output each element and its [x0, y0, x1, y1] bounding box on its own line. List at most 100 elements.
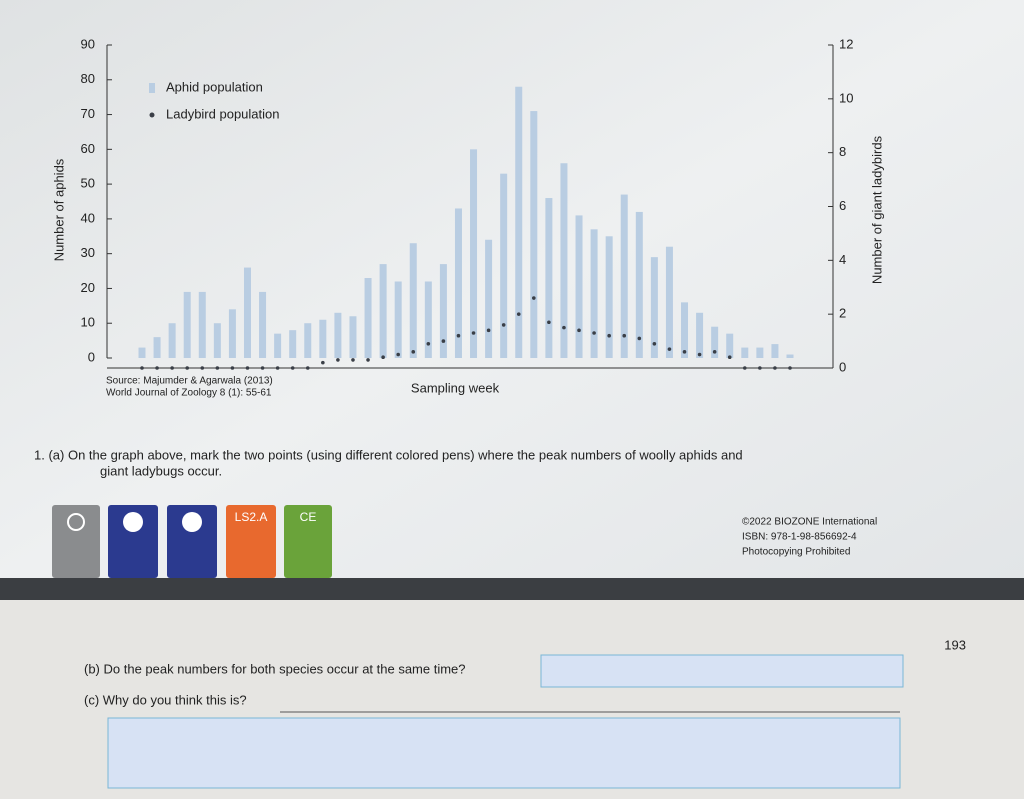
bar — [711, 326, 719, 358]
bar — [696, 312, 704, 358]
bar — [424, 281, 432, 358]
bar — [530, 111, 538, 358]
point — [321, 360, 325, 365]
x-axis-label: Sampling week — [411, 380, 500, 395]
point — [411, 350, 416, 354]
y-tick-label: 60 — [81, 141, 95, 156]
badge — [226, 505, 276, 578]
point — [562, 325, 566, 330]
source: Source: Majumder & Agarwala (2013) — [106, 376, 273, 387]
y2-tick-label: 8 — [839, 144, 846, 159]
y2-tick-label: 2 — [839, 306, 846, 321]
source: World Journal of Zoology 8 (1): 55-61 — [106, 388, 272, 399]
bar — [379, 264, 387, 358]
bar — [439, 264, 447, 358]
point — [471, 331, 476, 335]
y-tick-label: 20 — [81, 280, 95, 295]
bar — [756, 347, 764, 358]
bar — [213, 323, 221, 358]
icon — [123, 512, 143, 532]
point — [426, 341, 431, 346]
bar — [274, 333, 282, 358]
bar — [183, 291, 191, 358]
point — [652, 341, 657, 346]
icon-badge — [52, 505, 100, 578]
point — [742, 366, 747, 370]
y-tick-label: 30 — [81, 245, 95, 260]
badge — [284, 505, 332, 578]
point — [607, 333, 611, 338]
icon — [182, 512, 202, 532]
bar — [304, 323, 312, 358]
bar — [138, 347, 146, 358]
upper-page — [0, 0, 1024, 582]
point — [637, 336, 642, 341]
bar — [681, 302, 689, 358]
bar — [243, 267, 251, 358]
isbn: ISBN: 978-1-98-856692-4 — [742, 532, 857, 543]
bar — [620, 194, 628, 358]
bar — [590, 229, 598, 358]
point — [773, 366, 777, 370]
bar — [334, 312, 342, 358]
point — [200, 366, 205, 370]
notice: Photocopying Prohibited — [742, 547, 850, 558]
point — [592, 331, 596, 335]
bar — [635, 211, 643, 358]
point — [758, 366, 762, 370]
badge-label: CE — [300, 510, 317, 524]
question-text: (b) Do the peak numbers for both species… — [84, 661, 466, 676]
y2-tick-label: 12 — [839, 36, 853, 51]
bar — [364, 278, 372, 358]
y-tick-label: 0 — [88, 349, 95, 364]
bar — [349, 316, 357, 358]
point — [185, 366, 190, 370]
y2-tick-label: 4 — [839, 252, 846, 267]
bar — [605, 236, 613, 358]
point — [622, 333, 627, 338]
answer-box[interactable] — [107, 717, 901, 789]
bar — [665, 246, 673, 358]
point — [381, 355, 385, 360]
bar — [409, 243, 417, 358]
icon-badge — [108, 505, 158, 578]
point — [305, 366, 310, 370]
bar — [454, 208, 462, 358]
bar — [228, 309, 236, 358]
y2-axis-label: Number of giant ladybirds — [869, 135, 884, 284]
y-tick-label: 70 — [81, 106, 95, 121]
legend-marker — [149, 83, 155, 93]
point — [441, 339, 446, 343]
point — [140, 366, 144, 370]
point — [230, 366, 235, 370]
bar — [786, 354, 794, 358]
point — [501, 323, 506, 327]
point — [456, 333, 461, 338]
point — [667, 347, 672, 351]
chart: 0 10 20 30 40 50 60 70 80 90 0 2 4 6 8 10 12 Number of ap… — [51, 36, 884, 398]
answer-box[interactable] — [540, 654, 904, 688]
question-text: giant ladybugs occur. — [100, 463, 222, 478]
badge-label: LS2.A — [235, 510, 268, 524]
point — [351, 358, 355, 362]
bar — [741, 347, 749, 358]
bar — [289, 330, 297, 358]
point — [697, 352, 702, 357]
bar — [515, 86, 523, 358]
point — [290, 366, 295, 370]
bar — [771, 344, 779, 358]
bar — [168, 323, 176, 358]
y-tick-label: 90 — [81, 36, 95, 51]
point — [155, 366, 159, 370]
icon-badge — [167, 505, 217, 578]
bar — [319, 319, 327, 358]
bar — [470, 149, 478, 358]
bar — [575, 215, 583, 358]
bar — [650, 257, 658, 358]
point — [396, 352, 400, 357]
y-tick-label: 10 — [81, 315, 95, 330]
point — [275, 366, 280, 370]
question-text: 1. (a) On the graph above, mark the two … — [34, 447, 743, 462]
bar — [394, 281, 402, 358]
